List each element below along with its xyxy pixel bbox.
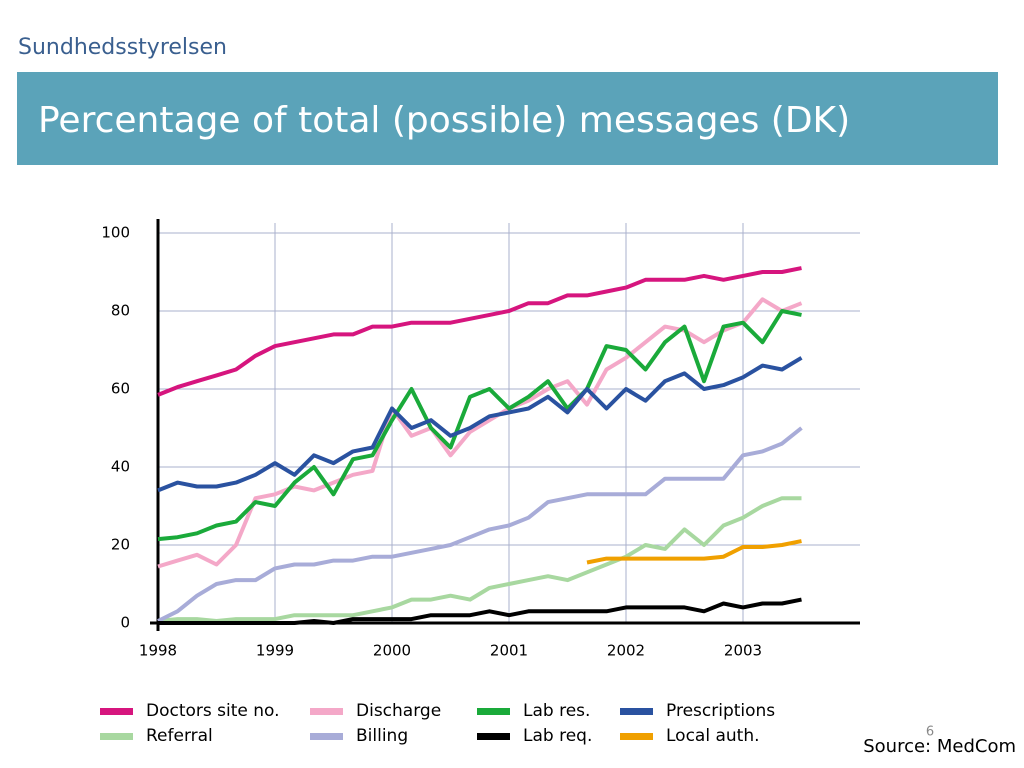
y-tick-label: 0 <box>120 614 130 632</box>
x-tick-label: 2001 <box>490 642 528 660</box>
legend-label: Billing <box>356 726 408 746</box>
legend-swatch <box>620 708 653 715</box>
legend-swatch <box>620 733 653 740</box>
x-tick-label: 2000 <box>373 642 411 660</box>
logo: Sundhedsstyrelsen <box>18 35 227 60</box>
y-tick-label: 80 <box>111 302 130 320</box>
legend-swatch <box>310 708 343 715</box>
legend-label: Prescriptions <box>666 701 775 721</box>
legend-label: Lab req. <box>523 726 592 746</box>
legend-label: Doctors site no. <box>146 701 280 721</box>
legend-label: Discharge <box>356 701 441 721</box>
x-tick-label: 2002 <box>607 642 645 660</box>
y-tick-label: 60 <box>111 380 130 398</box>
series-line <box>157 356 803 493</box>
legend-swatch <box>100 708 133 715</box>
series-line <box>586 539 802 565</box>
series-line <box>157 309 802 542</box>
y-tick-label: 100 <box>101 224 130 242</box>
legend-label: Local auth. <box>666 726 760 746</box>
slide-title: Percentage of total (possible) messages … <box>38 100 850 141</box>
source: Source: MedCom <box>863 736 1016 757</box>
x-tick-label: 1999 <box>256 642 294 660</box>
series-line <box>157 496 802 623</box>
y-tick-label: 20 <box>111 536 130 554</box>
legend-swatch <box>477 708 510 715</box>
x-tick-label: 1998 <box>139 642 177 660</box>
legend-swatch <box>310 733 343 740</box>
series-line <box>157 266 802 397</box>
series-line <box>157 297 803 569</box>
legend-label: Lab res. <box>523 701 590 721</box>
series-line <box>158 597 802 625</box>
legend-swatch <box>100 733 133 740</box>
legend-swatch <box>477 733 510 740</box>
page-number: 6 <box>926 725 934 740</box>
legend-label: Referral <box>146 726 213 746</box>
series-line <box>157 426 803 623</box>
x-tick-label: 2003 <box>724 642 762 660</box>
y-tick-label: 40 <box>111 458 130 476</box>
title-bar <box>17 72 998 165</box>
